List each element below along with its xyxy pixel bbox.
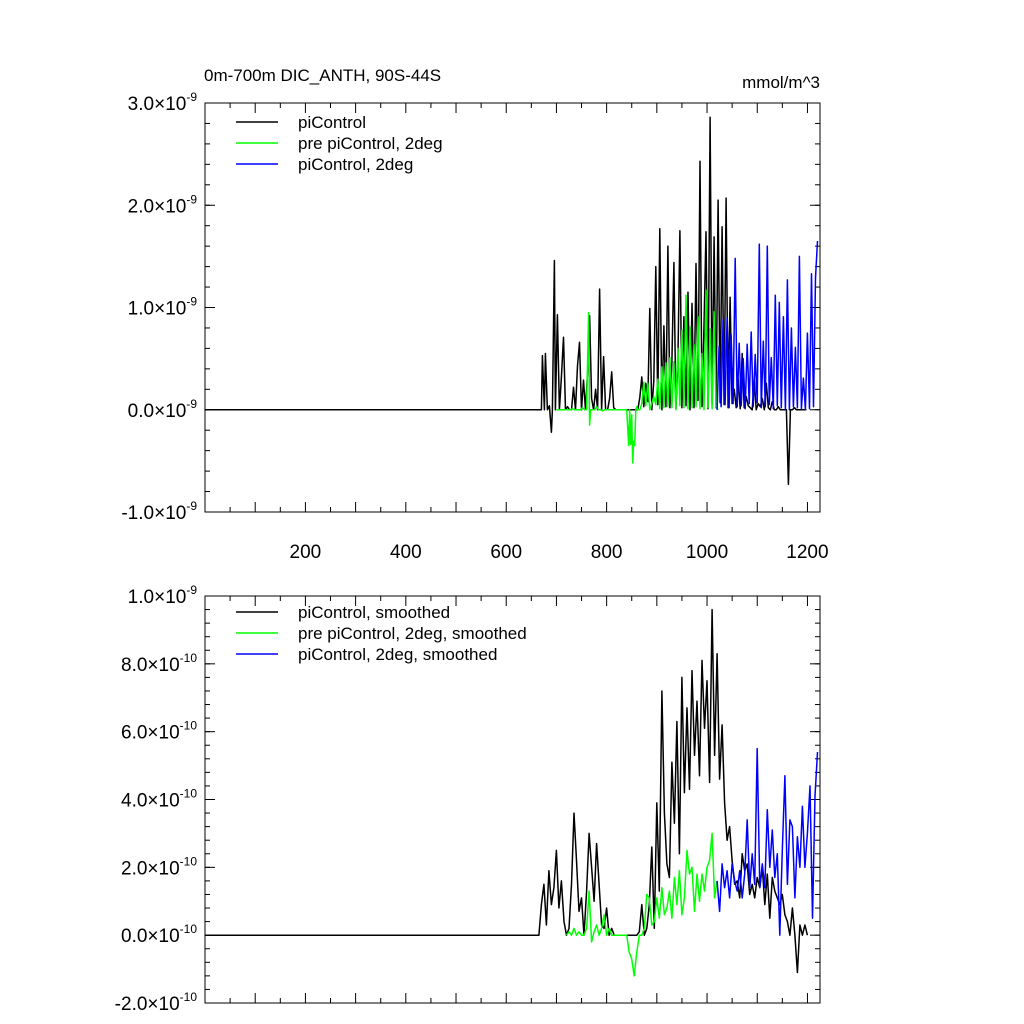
y-tick-exponent: -9 xyxy=(186,583,197,597)
x-tick-label: 1200 xyxy=(786,542,828,563)
times-sign: ×10 xyxy=(154,587,186,608)
y-tick-label: 3.0×10-9 xyxy=(128,90,198,115)
y-tick-label: 6.0×10-10 xyxy=(121,719,197,744)
y-tick-mantissa: 1.0 xyxy=(128,299,154,320)
series-line-2 xyxy=(565,832,718,977)
times-sign: ×10 xyxy=(147,926,179,947)
x-tick-label: 1000 xyxy=(686,542,728,563)
y-tick-mantissa: 3.0 xyxy=(128,94,154,115)
y-tick-exponent: -9 xyxy=(186,90,197,104)
times-sign: ×10 xyxy=(147,858,179,879)
legend-bottom: piControl, smoothed pre piControl, 2deg, … xyxy=(236,603,527,664)
y-tick-exponent: -9 xyxy=(186,499,197,513)
y-tick-label: 1.0×10-9 xyxy=(128,295,198,320)
series-line-1 xyxy=(205,116,807,486)
series-line-3 xyxy=(716,240,819,411)
times-sign: ×10 xyxy=(154,401,186,422)
y-tick-mantissa: 0.0 xyxy=(121,926,147,947)
legend-label: piControl, smoothed xyxy=(298,603,450,622)
y-tick-exponent: -10 xyxy=(180,651,198,665)
y-tick-label: 8.0×10-10 xyxy=(121,651,197,676)
series-line-3 xyxy=(716,747,819,936)
y-tick-label: 0.0×10-10 xyxy=(121,922,197,947)
x-tick-label: 600 xyxy=(490,542,522,563)
y-tick-exponent: -10 xyxy=(180,990,198,1004)
y-tick-label: 2.0×10-9 xyxy=(128,192,198,217)
series-line-2 xyxy=(556,289,719,464)
plot-area-bottom: 1.0×10-98.0×10-106.0×10-104.0×10-102.0×1… xyxy=(115,583,821,1015)
legend-label: piControl, 2deg xyxy=(298,155,413,174)
x-tick-label: 800 xyxy=(591,542,623,563)
y-tick-label: 2.0×10-10 xyxy=(121,854,197,879)
times-sign: ×10 xyxy=(147,791,179,812)
y-tick-label: 0.0×10-9 xyxy=(128,397,198,422)
y-tick-mantissa: 6.0 xyxy=(121,723,147,744)
y-tick-exponent: -9 xyxy=(186,192,197,206)
y-tick-mantissa: 8.0 xyxy=(121,655,147,676)
legend-label: piControl, 2deg, smoothed xyxy=(298,645,497,664)
times-sign: ×10 xyxy=(147,655,179,676)
times-sign: ×10 xyxy=(154,503,186,524)
x-tick-label: 400 xyxy=(390,542,422,563)
y-tick-exponent: -10 xyxy=(180,787,198,801)
y-tick-mantissa: 1.0 xyxy=(128,587,154,608)
y-tick-mantissa: -1.0 xyxy=(121,503,154,524)
times-sign: ×10 xyxy=(154,196,186,217)
series-line-1 xyxy=(205,608,809,974)
y-tick-mantissa: -2.0 xyxy=(115,994,148,1015)
legend-top: piControl pre piControl, 2deg piControl, 2… xyxy=(236,113,443,174)
plot-area-top: 3.0×10-92.0×10-91.0×10-90.0×10-9-1.0×10-… xyxy=(121,90,828,563)
y-tick-mantissa: 0.0 xyxy=(128,401,154,422)
y-tick-exponent: -10 xyxy=(180,854,198,868)
y-tick-exponent: -9 xyxy=(186,397,197,411)
times-sign: ×10 xyxy=(147,723,179,744)
y-tick-mantissa: 4.0 xyxy=(121,791,147,812)
legend-label: pre piControl, 2deg xyxy=(298,134,443,153)
y-tick-exponent: -10 xyxy=(180,719,198,733)
units-label: mmol/m^3 xyxy=(742,73,820,92)
y-tick-label: -2.0×10-10 xyxy=(115,990,198,1015)
legend-label: pre piControl, 2deg, smoothed xyxy=(298,624,527,643)
y-tick-label: 4.0×10-10 xyxy=(121,787,197,812)
chart-title: 0m-700m DIC_ANTH, 90S-44S xyxy=(204,66,441,85)
times-sign: ×10 xyxy=(147,994,179,1015)
y-tick-exponent: -9 xyxy=(186,295,197,309)
x-tick-label: 200 xyxy=(290,542,322,563)
times-sign: ×10 xyxy=(154,94,186,115)
y-tick-mantissa: 2.0 xyxy=(121,858,147,879)
y-tick-exponent: -10 xyxy=(180,922,198,936)
y-tick-label: 1.0×10-9 xyxy=(128,583,198,608)
y-tick-mantissa: 2.0 xyxy=(128,196,154,217)
times-sign: ×10 xyxy=(154,299,186,320)
top-panel: 0m-700m DIC_ANTH, 90S-44S mmol/m^3 3.0×1… xyxy=(121,66,828,563)
bottom-panel: 1.0×10-98.0×10-106.0×10-104.0×10-102.0×1… xyxy=(115,583,821,1015)
legend-label: piControl xyxy=(298,113,366,132)
y-tick-label: -1.0×10-9 xyxy=(121,499,197,524)
